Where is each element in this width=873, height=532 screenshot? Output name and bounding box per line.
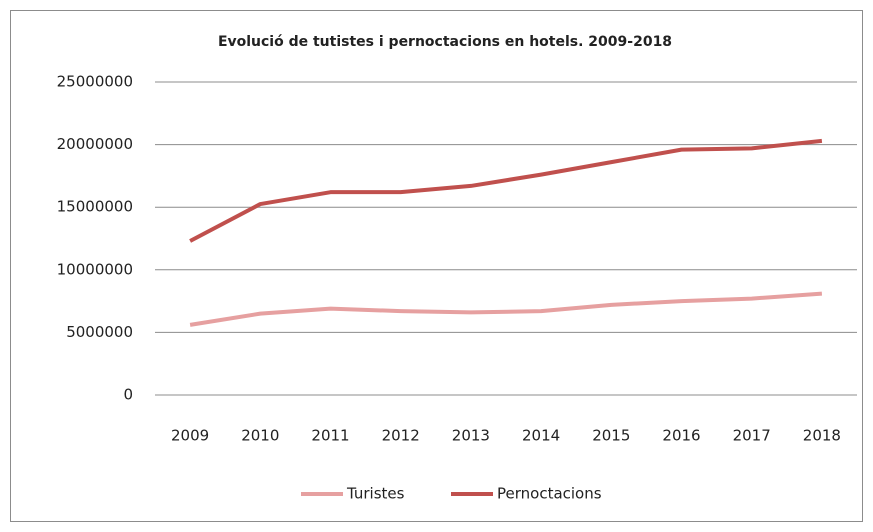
x-tick-label: 2016 <box>662 427 700 445</box>
x-tick-label: 2010 <box>241 427 279 445</box>
y-tick-label: 5000000 <box>66 323 133 341</box>
y-tick-label: 20000000 <box>57 135 133 153</box>
x-tick-label: 2017 <box>733 427 771 445</box>
y-tick-label: 25000000 <box>57 73 133 91</box>
legend-label: Turistes <box>346 485 405 503</box>
x-tick-label: 2015 <box>592 427 630 445</box>
x-tick-label: 2012 <box>382 427 420 445</box>
y-tick-label: 0 <box>123 386 133 404</box>
x-tick-label: 2013 <box>452 427 490 445</box>
x-tick-label: 2011 <box>311 427 349 445</box>
x-tick-label: 2018 <box>803 427 841 445</box>
series-line <box>189 138 823 243</box>
x-tick-label: 2009 <box>171 427 209 445</box>
x-tick-label: 2014 <box>522 427 560 445</box>
chart-title: Evolució de tutistes i pernoctacions en … <box>218 34 672 50</box>
y-tick-label: 10000000 <box>57 260 133 278</box>
legend-label: Pernoctacions <box>497 485 602 503</box>
series-line <box>189 291 823 327</box>
y-tick-label: 15000000 <box>57 198 133 216</box>
chart-border <box>10 10 863 522</box>
